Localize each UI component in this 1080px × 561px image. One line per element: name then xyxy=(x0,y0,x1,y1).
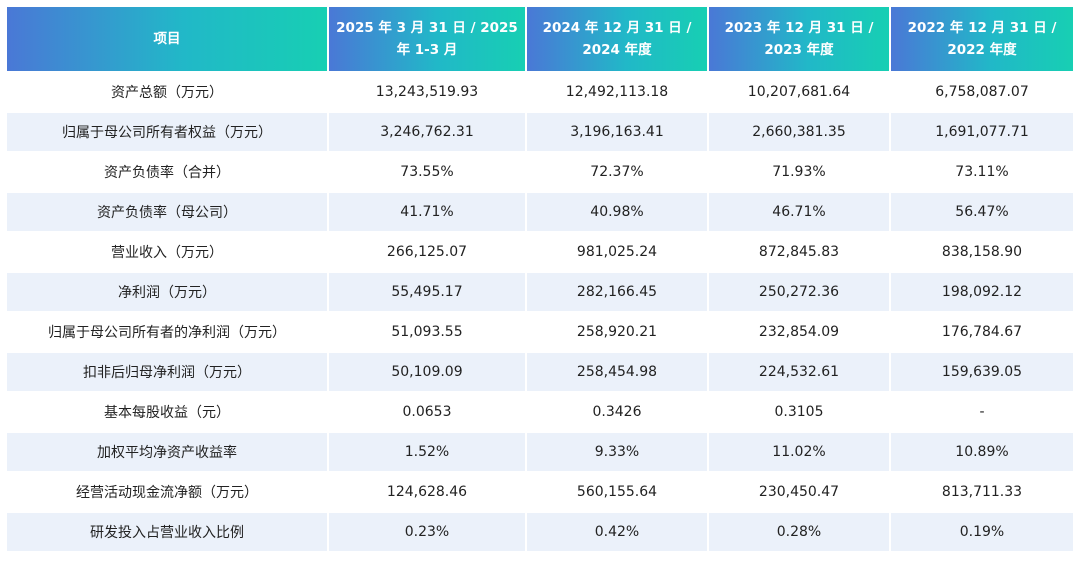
value-2025q1: 0.23% xyxy=(329,511,527,551)
value-2023: 250,272.36 xyxy=(709,271,891,311)
header-item: 项目 xyxy=(7,7,329,71)
value-2022: 10.89% xyxy=(891,431,1073,471)
value-2022: 838,158.90 xyxy=(891,231,1073,271)
value-2025q1: 266,125.07 xyxy=(329,231,527,271)
value-2023: 10,207,681.64 xyxy=(709,71,891,111)
value-2025q1: 124,628.46 xyxy=(329,471,527,511)
value-2024: 981,025.24 xyxy=(527,231,709,271)
value-2024: 258,920.21 xyxy=(527,311,709,351)
value-2025q1: 1.52% xyxy=(329,431,527,471)
value-2022: 1,691,077.71 xyxy=(891,111,1073,151)
row-label: 研发投入占营业收入比例 xyxy=(7,511,329,551)
row-label: 资产总额（万元） xyxy=(7,71,329,111)
row-label: 资产负债率（母公司） xyxy=(7,191,329,231)
value-2025q1: 50,109.09 xyxy=(329,351,527,391)
table-header-row: 项目 2025 年 3 月 31 日 / 2025 年 1-3 月 2024 年… xyxy=(7,7,1073,71)
value-2023: 46.71% xyxy=(709,191,891,231)
table-body: 资产总额（万元） 13,243,519.93 12,492,113.18 10,207… xyxy=(7,71,1073,551)
value-2022: 6,758,087.07 xyxy=(891,71,1073,111)
row-label: 归属于母公司所有者的净利润（万元） xyxy=(7,311,329,351)
value-2022: 176,784.67 xyxy=(891,311,1073,351)
table-row: 扣非后归母净利润（万元） 50,109.09 258,454.98 224,532.6… xyxy=(7,351,1073,391)
value-2022: 56.47% xyxy=(891,191,1073,231)
row-label: 基本每股收益（元） xyxy=(7,391,329,431)
value-2025q1: 3,246,762.31 xyxy=(329,111,527,151)
row-label: 归属于母公司所有者权益（万元） xyxy=(7,111,329,151)
table-row: 资产总额（万元） 13,243,519.93 12,492,113.18 10,207… xyxy=(7,71,1073,111)
value-2025q1: 13,243,519.93 xyxy=(329,71,527,111)
financial-summary-table: 项目 2025 年 3 月 31 日 / 2025 年 1-3 月 2024 年… xyxy=(7,7,1073,551)
table-row: 研发投入占营业收入比例 0.23% 0.42% 0.28% 0.19% xyxy=(7,511,1073,551)
table-row: 资产负债率（合并） 73.55% 72.37% 71.93% 73.11% xyxy=(7,151,1073,191)
value-2024: 0.3426 xyxy=(527,391,709,431)
table-row: 营业收入（万元） 266,125.07 981,025.24 872,845.83 83… xyxy=(7,231,1073,271)
row-label: 净利润（万元） xyxy=(7,271,329,311)
value-2024: 282,166.45 xyxy=(527,271,709,311)
value-2024: 9.33% xyxy=(527,431,709,471)
value-2025q1: 41.71% xyxy=(329,191,527,231)
row-label: 营业收入（万元） xyxy=(7,231,329,271)
table-row: 加权平均净资产收益率 1.52% 9.33% 11.02% 10.89% xyxy=(7,431,1073,471)
table-row: 归属于母公司所有者权益（万元） 3,246,762.31 3,196,163.41 2… xyxy=(7,111,1073,151)
value-2023: 224,532.61 xyxy=(709,351,891,391)
financial-table-container: 项目 2025 年 3 月 31 日 / 2025 年 1-3 月 2024 年… xyxy=(7,7,1073,551)
table-row: 资产负债率（母公司） 41.71% 40.98% 46.71% 56.47% xyxy=(7,191,1073,231)
table-row: 净利润（万元） 55,495.17 282,166.45 250,272.36 198,… xyxy=(7,271,1073,311)
value-2024: 40.98% xyxy=(527,191,709,231)
value-2022: 198,092.12 xyxy=(891,271,1073,311)
value-2023: 11.02% xyxy=(709,431,891,471)
value-2024: 560,155.64 xyxy=(527,471,709,511)
header-2025q1: 2025 年 3 月 31 日 / 2025 年 1-3 月 xyxy=(329,7,527,71)
value-2023: 230,450.47 xyxy=(709,471,891,511)
value-2023: 71.93% xyxy=(709,151,891,191)
value-2023: 0.28% xyxy=(709,511,891,551)
header-2023: 2023 年 12 月 31 日 / 2023 年度 xyxy=(709,7,891,71)
header-2022: 2022 年 12 月 31 日 / 2022 年度 xyxy=(891,7,1073,71)
value-2023: 0.3105 xyxy=(709,391,891,431)
row-label: 扣非后归母净利润（万元） xyxy=(7,351,329,391)
value-2022: 813,711.33 xyxy=(891,471,1073,511)
value-2024: 72.37% xyxy=(527,151,709,191)
value-2025q1: 51,093.55 xyxy=(329,311,527,351)
value-2023: 232,854.09 xyxy=(709,311,891,351)
value-2024: 12,492,113.18 xyxy=(527,71,709,111)
value-2023: 872,845.83 xyxy=(709,231,891,271)
row-label: 经营活动现金流净额（万元） xyxy=(7,471,329,511)
value-2025q1: 73.55% xyxy=(329,151,527,191)
table-row: 归属于母公司所有者的净利润（万元） 51,093.55 258,920.21 232,… xyxy=(7,311,1073,351)
value-2024: 0.42% xyxy=(527,511,709,551)
row-label: 资产负债率（合并） xyxy=(7,151,329,191)
value-2025q1: 0.0653 xyxy=(329,391,527,431)
value-2024: 3,196,163.41 xyxy=(527,111,709,151)
value-2024: 258,454.98 xyxy=(527,351,709,391)
value-2023: 2,660,381.35 xyxy=(709,111,891,151)
value-2022: 73.11% xyxy=(891,151,1073,191)
value-2022: 0.19% xyxy=(891,511,1073,551)
value-2025q1: 55,495.17 xyxy=(329,271,527,311)
value-2022: 159,639.05 xyxy=(891,351,1073,391)
table-row: 经营活动现金流净额（万元） 124,628.46 560,155.64 230,450… xyxy=(7,471,1073,511)
table-row: 基本每股收益（元） 0.0653 0.3426 0.3105- xyxy=(7,391,1073,431)
header-2024: 2024 年 12 月 31 日 / 2024 年度 xyxy=(527,7,709,71)
row-label: 加权平均净资产收益率 xyxy=(7,431,329,471)
value-2022: - xyxy=(891,391,1073,431)
